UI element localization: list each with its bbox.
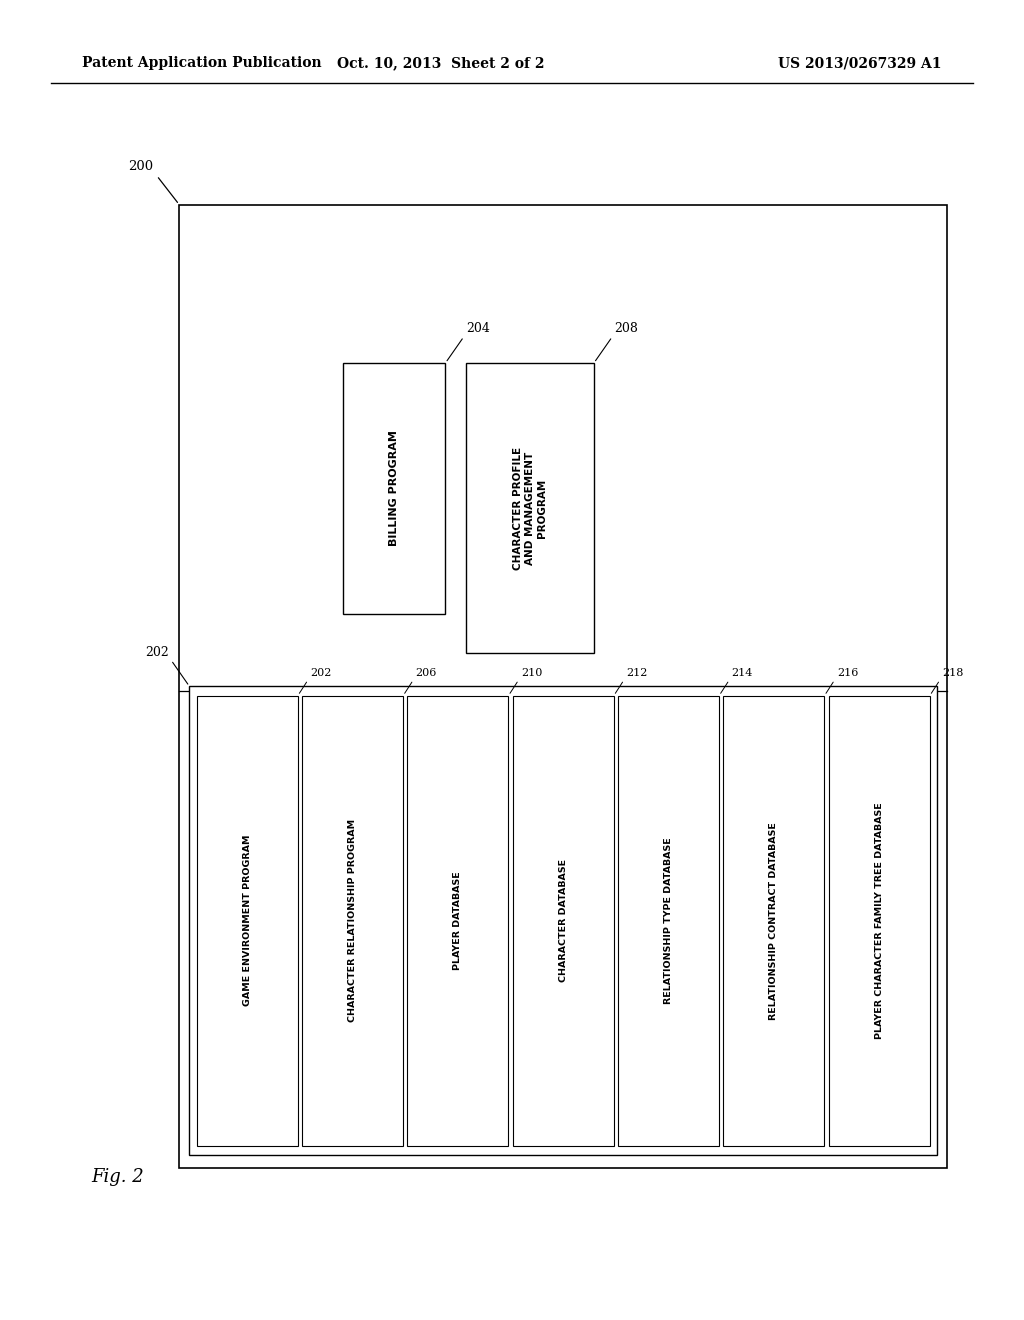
Text: Patent Application Publication: Patent Application Publication [82,57,322,70]
Text: RELATIONSHIP CONTRACT DATABASE: RELATIONSHIP CONTRACT DATABASE [769,822,778,1019]
Text: 200: 200 [128,160,154,173]
Text: GAME ENVIRONMENT PROGRAM: GAME ENVIRONMENT PROGRAM [243,836,252,1006]
Text: PLAYER DATABASE: PLAYER DATABASE [454,871,463,970]
Bar [466,363,594,653]
Bar [343,363,445,614]
Bar [513,696,613,1146]
Text: 208: 208 [614,322,638,335]
Text: 212: 212 [626,668,647,678]
Text: Oct. 10, 2013  Sheet 2 of 2: Oct. 10, 2013 Sheet 2 of 2 [337,57,544,70]
Bar [189,686,937,1155]
Text: 210: 210 [521,668,542,678]
Text: BILLING PROGRAM: BILLING PROGRAM [389,430,399,546]
Text: 214: 214 [731,668,753,678]
Text: RELATIONSHIP TYPE DATABASE: RELATIONSHIP TYPE DATABASE [664,837,673,1005]
Text: PLAYER CHARACTER FAMILY TREE DATABASE: PLAYER CHARACTER FAMILY TREE DATABASE [874,803,884,1039]
Bar [197,696,298,1146]
Bar [302,696,403,1146]
Text: 216: 216 [837,668,858,678]
Bar [408,696,509,1146]
Bar [828,696,930,1146]
Text: CHARACTER RELATIONSHIP PROGRAM: CHARACTER RELATIONSHIP PROGRAM [348,820,357,1022]
Text: 206: 206 [416,668,437,678]
Text: 202: 202 [145,645,169,659]
Bar [617,696,719,1146]
Text: 202: 202 [310,668,332,678]
Text: 204: 204 [466,322,489,335]
Text: US 2013/0267329 A1: US 2013/0267329 A1 [778,57,942,70]
Bar [179,205,947,1168]
Text: CHARACTER DATABASE: CHARACTER DATABASE [559,859,567,982]
Bar [723,696,824,1146]
Text: CHARACTER PROFILE
AND MANAGEMENT
PROGRAM: CHARACTER PROFILE AND MANAGEMENT PROGRAM [513,446,547,570]
Text: 218: 218 [942,668,964,678]
Text: Fig. 2: Fig. 2 [91,1168,144,1187]
